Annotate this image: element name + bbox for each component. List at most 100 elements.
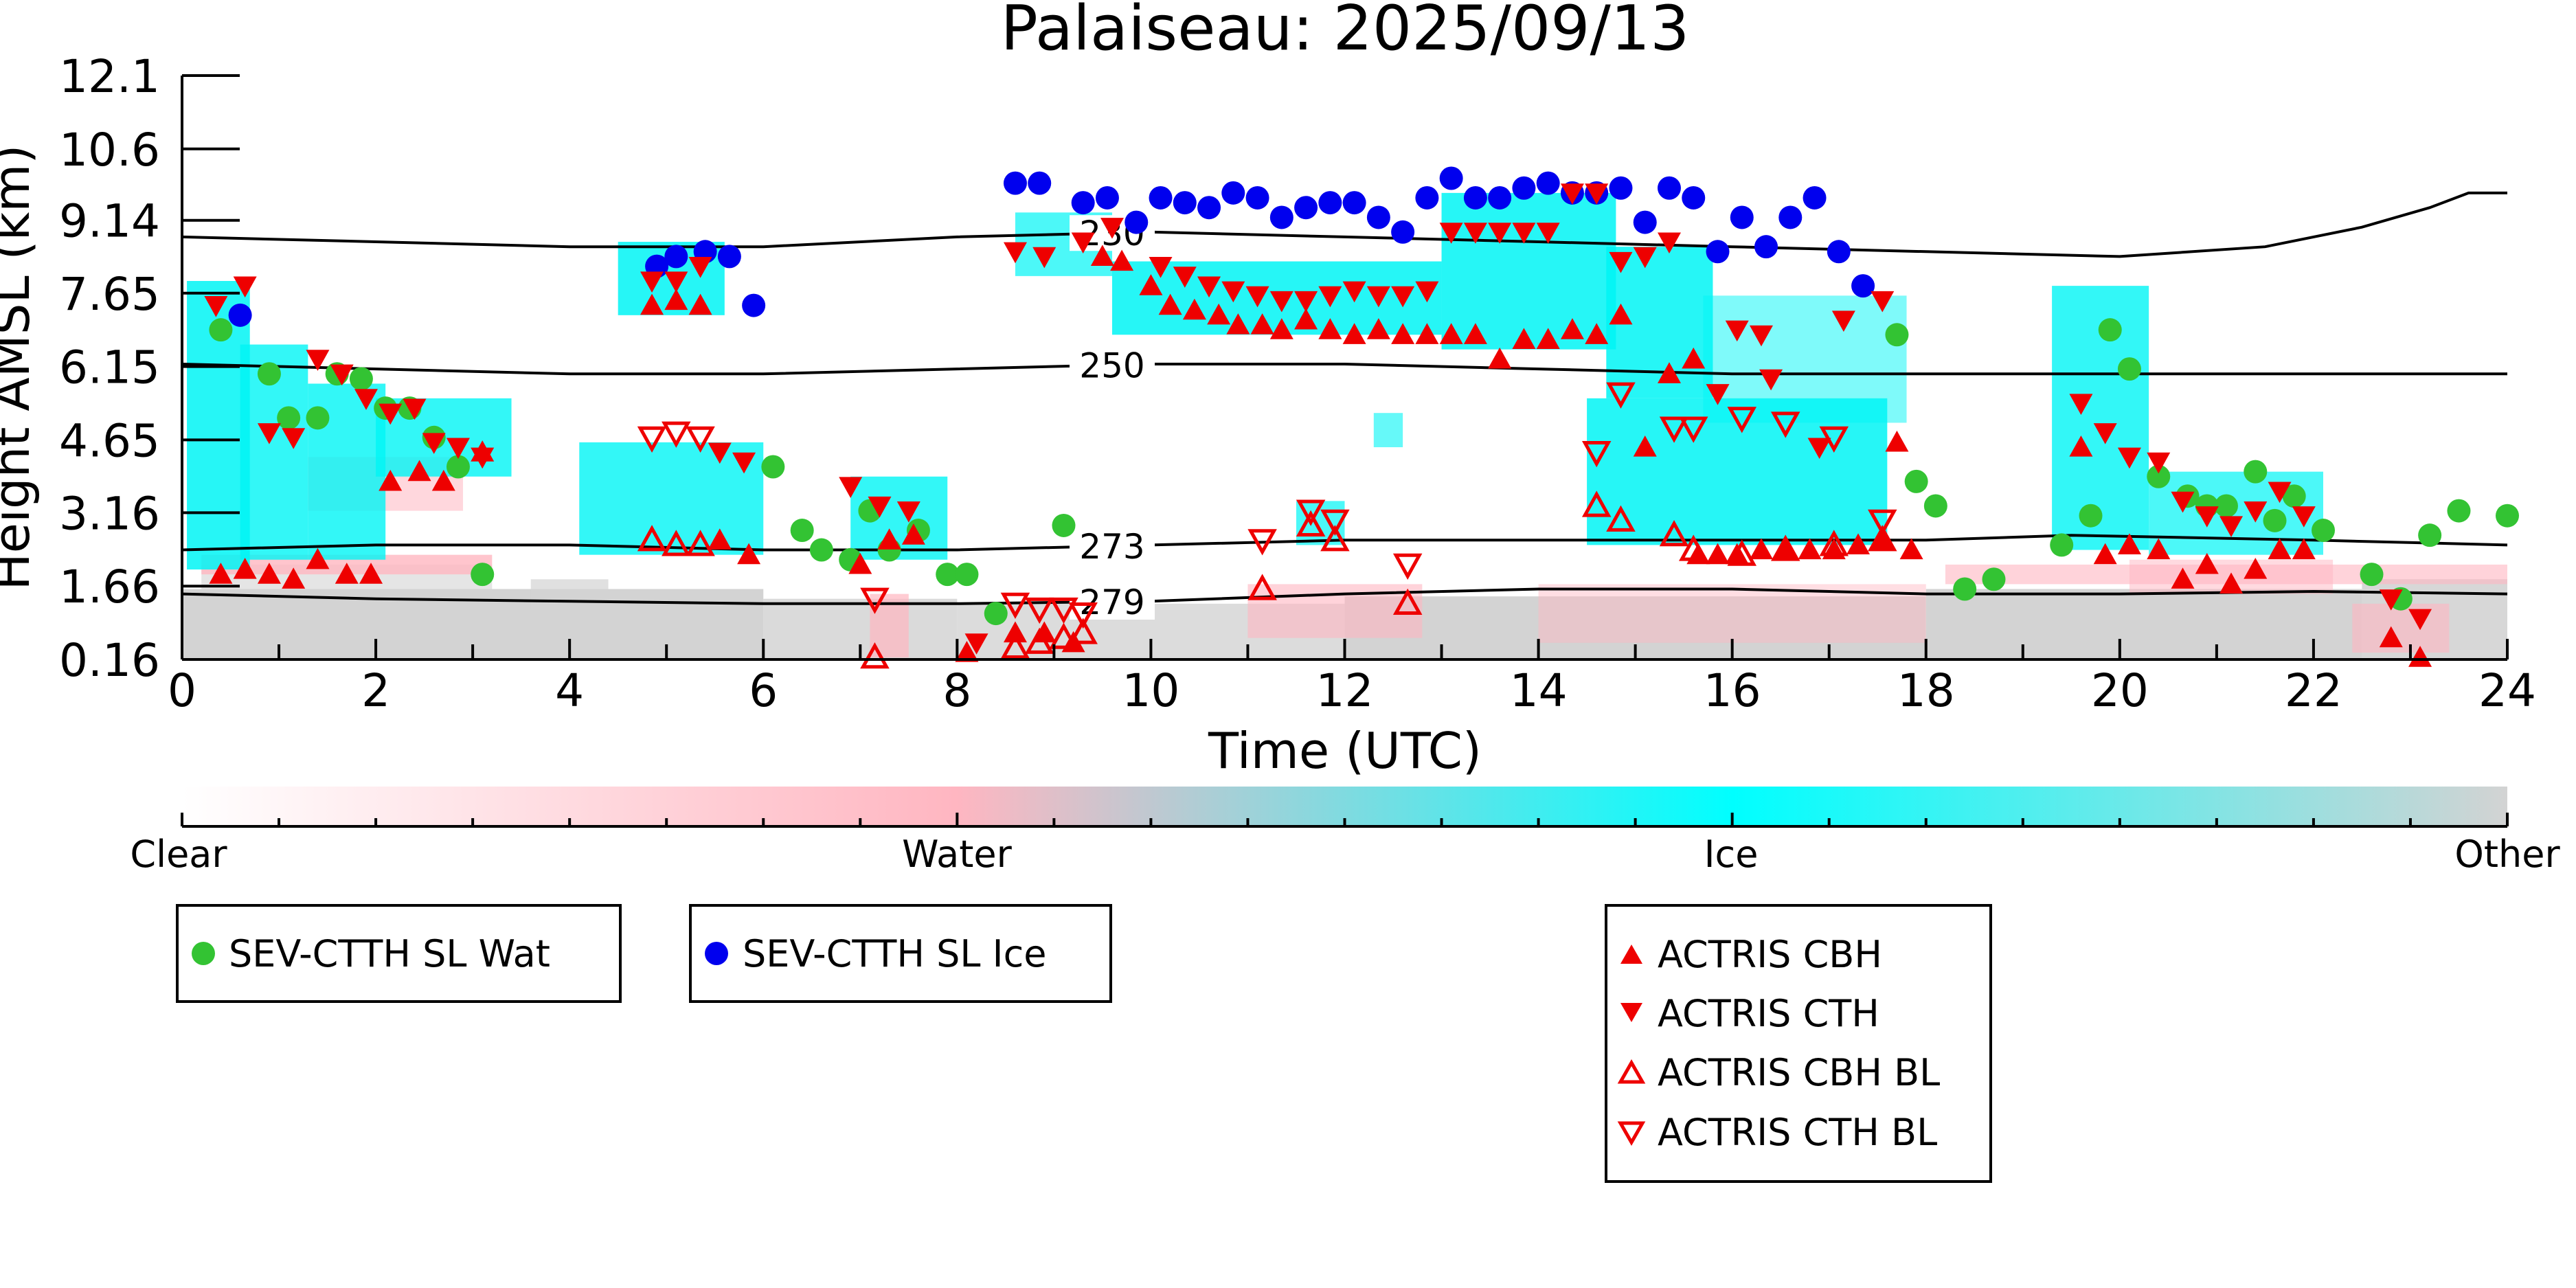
data-point-actris-cbh-bl <box>860 642 890 669</box>
data-point-actris-cth-bl <box>1247 529 1277 556</box>
data-point-actris-cbh <box>1609 303 1633 325</box>
data-point-actris-cbh-bl <box>1679 534 1708 561</box>
data-point-actris-cth <box>257 423 281 444</box>
colorbar: Clear Water Ice Other <box>130 787 2560 876</box>
data-point-actris-cth-bl <box>637 426 667 453</box>
data-point-actris-cth <box>1560 183 1584 205</box>
data-point-actris-cbh <box>1560 318 1584 339</box>
data-point-actris-cbh-bl <box>662 530 691 556</box>
data-point-actris-cth <box>1197 276 1221 298</box>
colorbar-ticks <box>181 813 2509 826</box>
legend-marker-triangle-up <box>1620 945 1642 964</box>
y-tick-label: 3.16 <box>59 487 160 540</box>
data-point-actris-cth <box>233 276 257 298</box>
data-point-sev-ctth-sl-ice <box>1633 210 1657 234</box>
contour-line <box>181 191 2507 258</box>
data-point-actris-cbh <box>1090 245 1114 267</box>
data-point-actris-cbh <box>1439 323 1463 344</box>
legend-marker-triangle-down <box>1620 1003 1642 1022</box>
data-point-sev-ctth-sl-ice <box>1827 240 1851 264</box>
data-point-actris-cth <box>1488 223 1512 244</box>
data-point-actris-cbh-bl <box>1659 520 1689 547</box>
data-point-actris-cbh <box>1633 436 1657 457</box>
data-point-actris-cth <box>306 350 330 371</box>
data-point-actris-cth-bl <box>1679 416 1708 443</box>
legend-ice: SEV-CTTH SL Ice <box>689 904 1112 1003</box>
data-point-actris-cbh-bl <box>1392 588 1423 615</box>
data-point-actris-cbh <box>335 563 359 584</box>
y-axis-label: Height AMSL (km) <box>0 145 41 591</box>
data-point-actris-cth <box>1342 281 1366 303</box>
data-point-sev-ctth-sl-wat <box>2244 460 2268 484</box>
data-point-sev-ctth-sl-wat <box>2360 563 2384 587</box>
x-tick-label: 16 <box>1704 664 1761 717</box>
contour-line <box>181 534 2508 552</box>
data-point-actris-cth <box>1149 257 1173 278</box>
data-point-sev-ctth-sl-ice <box>1125 210 1149 234</box>
data-point-actris-cbh <box>1342 323 1366 344</box>
chart-title: Palaiseau: 2025/09/13 <box>1001 0 1690 65</box>
data-point-sev-ctth-sl-ice <box>1003 171 1027 195</box>
data-point-actris-cth <box>1391 286 1415 308</box>
data-point-actris-cbh <box>2268 538 2292 560</box>
data-point-sev-ctth-sl-ice <box>1512 176 1536 200</box>
data-point-actris-cth <box>1759 369 1783 391</box>
data-point-actris-cth-bl <box>662 421 691 448</box>
contour-label-bg <box>1070 583 1155 620</box>
data-point-actris-cbh <box>2069 436 2093 457</box>
data-point-sev-ctth-sl-wat <box>257 362 281 386</box>
data-point-actris-cth <box>1536 223 1560 244</box>
data-point-actris-cth <box>2195 506 2219 528</box>
data-point-actris-cbh <box>1488 347 1512 369</box>
data-point-sev-ctth-sl-ice <box>1173 191 1197 215</box>
data-point-actris-cbh <box>2292 538 2316 560</box>
data-point-sev-ctth-sl-wat <box>2263 508 2287 532</box>
data-point-actris-cbh <box>209 563 233 584</box>
data-point-actris-cbh <box>257 563 281 584</box>
data-point-sev-ctth-sl-wat <box>2418 523 2442 547</box>
data-point-sev-ctth-sl-ice <box>1269 205 1293 229</box>
x-tick-label: 4 <box>555 664 584 717</box>
data-point-actris-cbh <box>2244 558 2268 579</box>
data-point-actris-cth <box>1173 267 1197 288</box>
data-point-sev-ctth-sl-wat <box>2447 499 2471 523</box>
data-point-actris-cth <box>2171 491 2195 513</box>
data-point-actris-cth <box>1366 286 1390 308</box>
data-point-actris-cth <box>1807 438 1831 460</box>
y-ticks: 0.16 1.66 3.16 4.65 6.15 7.65 9.14 10.6 12.1 <box>59 50 240 687</box>
data-point-actris-cbh <box>640 293 664 315</box>
data-point-actris-cbh <box>1774 538 1798 560</box>
data-point-sev-ctth-sl-wat <box>936 563 960 587</box>
data-point-actris-cbh <box>1798 538 1822 560</box>
legend-label-cbh: ACTRIS CBH <box>1658 933 1882 976</box>
data-point-actris-cth <box>2379 589 2403 611</box>
data-point-actris-cth-bl <box>1000 592 1030 619</box>
data-point-actris-cbh <box>1512 328 1536 350</box>
data-point-actris-cbh-bl <box>1868 525 1897 552</box>
data-point-sev-ctth-sl-wat <box>1885 323 1909 347</box>
data-point-actris-cth <box>446 438 470 460</box>
data-point-actris-cth <box>1294 291 1318 313</box>
contour-label: 273 <box>1079 527 1144 567</box>
x-tick-label: 10 <box>1122 664 1179 717</box>
data-point-actris-cbh <box>1871 528 1895 550</box>
data-point-actris-cbh-bl <box>1024 627 1054 654</box>
data-point-sev-ctth-sl-ice <box>1095 185 1119 210</box>
data-point-actris-cth <box>330 364 354 386</box>
data-point-actris-cth <box>1871 291 1895 313</box>
data-point-actris-cth <box>282 428 306 449</box>
x-tick-label: 2 <box>361 664 390 717</box>
data-point-actris-cth-bl <box>1606 382 1636 409</box>
data-point-sev-ctth-sl-ice <box>1730 205 1754 229</box>
data-point-actris-cth <box>2292 506 2316 528</box>
data-point-actris-cbh-bl <box>1000 632 1030 659</box>
data-point-actris-cth <box>1439 223 1463 244</box>
data-point-actris-cth <box>1633 247 1657 269</box>
y-tick-label: 9.14 <box>59 195 160 248</box>
data-point-sev-ctth-sl-ice <box>1778 205 1803 229</box>
data-point-actris-cbh <box>1158 293 1182 315</box>
x-tick-label: 20 <box>2091 664 2149 717</box>
data-point-actris-cth <box>839 477 863 498</box>
data-point-actris-cbh <box>1269 318 1293 339</box>
data-point-sev-ctth-sl-wat <box>2117 357 2141 381</box>
